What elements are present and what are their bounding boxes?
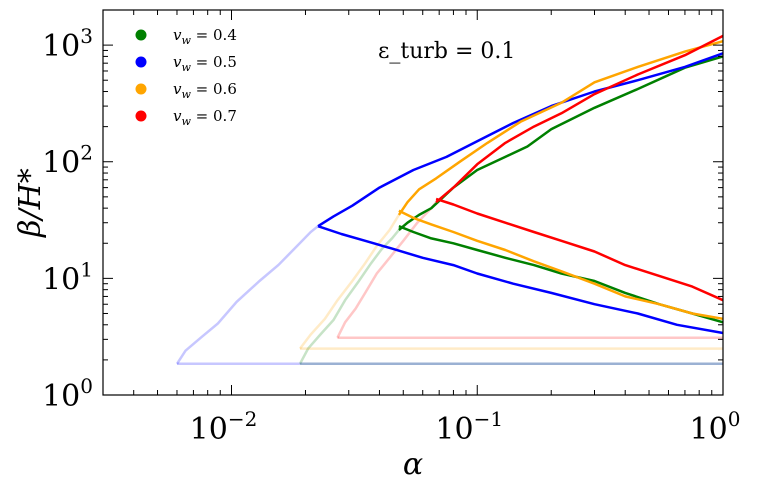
y-tick-label: 102 [42,141,93,181]
x-tick-label: 10−2 [190,407,258,447]
legend-marker-1 [135,56,147,68]
legend-label-3: vw = 0.7 [173,107,237,128]
series-2-faint-branch [299,214,400,350]
series-1-upper-branch [317,52,724,228]
legend-marker-0 [135,29,147,41]
x-axis-label: α [403,447,423,482]
series-0-upper-branch [398,55,724,231]
legend: vw = 0.4 vw = 0.5 vw = 0.6 vw = 0.7 [135,26,237,128]
legend-marker-3 [135,110,147,122]
ticks-layer [102,9,724,396]
legend-marker-2 [135,83,147,95]
series-3-lower-branch [435,197,724,302]
series-2-upper-branch [397,39,724,216]
series-layer [175,34,724,366]
y-tick-label: 100 [42,374,93,414]
annotation-eps-turb: ε_turb = 0.1 [378,39,515,64]
tick-labels: 10−2 10−1 100 100 101 102 103 [42,24,740,447]
x-tick-label: 100 [690,407,741,447]
series-2-lower-branch [398,209,724,321]
y-tick-label: 101 [42,257,93,297]
series-0-faint-branch [298,229,400,365]
y-axis-label: β/H* [13,168,48,238]
plot-frame [102,9,724,396]
series-3-upper-branch [435,34,724,204]
legend-label-2: vw = 0.6 [173,80,237,101]
series-1-lower-branch [317,225,724,335]
legend-label-0: vw = 0.4 [173,26,237,47]
y-tick-label: 103 [42,24,93,64]
series-1-faint-branch [175,225,319,365]
legend-label-1: vw = 0.5 [173,53,237,74]
series-3-faint-branch [336,201,438,339]
x-tick-label: 10−1 [435,407,503,447]
